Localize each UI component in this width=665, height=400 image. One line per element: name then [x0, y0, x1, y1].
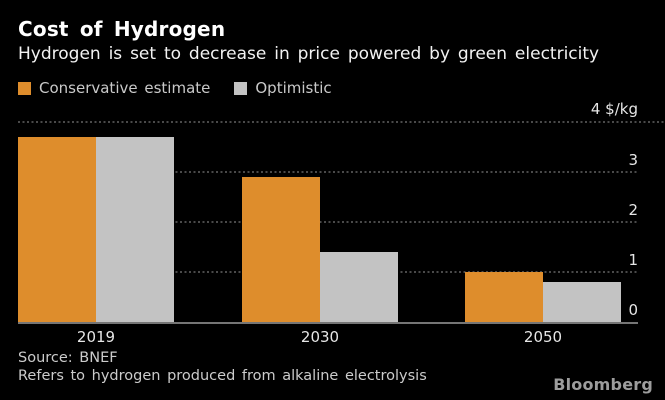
- y-tick-label-2: 2: [628, 201, 638, 219]
- bar-2050-conservative: [465, 272, 543, 322]
- source-block: Source: BNEF Refers to hydrogen produced…: [18, 350, 427, 385]
- y-tick-label-0: 0: [628, 301, 638, 319]
- note-line: Refers to hydrogen produced from alkalin…: [18, 367, 427, 384]
- legend-label-conservative: Conservative estimate: [39, 79, 211, 97]
- x-tick-label-2050: 2050: [523, 328, 563, 346]
- legend-swatch-conservative: [18, 81, 31, 95]
- bar-2050-optimistic: [543, 282, 621, 322]
- legend-label-optimistic: Optimistic: [255, 79, 332, 97]
- x-tick-label-2030: 2030: [300, 328, 340, 346]
- legend-swatch-optimistic: [234, 81, 248, 95]
- bar-2019-optimistic: [96, 137, 174, 322]
- bloomberg-logo: Bloomberg: [553, 375, 653, 394]
- x-tick-label-2019: 2019: [76, 328, 116, 346]
- gridline-4: [18, 121, 665, 123]
- bar-2019-conservative: [18, 137, 96, 322]
- y-tick-label-1: 1: [628, 251, 638, 269]
- source-line: Source: BNEF: [18, 350, 118, 366]
- gridline-2: [18, 221, 638, 223]
- plot-area: 3 2 1 0 2019 2030 2050: [18, 121, 665, 346]
- bar-2030-optimistic: [320, 252, 398, 322]
- chart-title: Cost of Hydrogen: [18, 17, 226, 41]
- x-axis-line: [18, 322, 638, 324]
- y-tick-label-3: 3: [628, 151, 638, 169]
- legend: Conservative estimate Optimistic: [18, 79, 332, 97]
- bar-2030-conservative: [242, 177, 320, 322]
- gridline-3: [18, 171, 638, 173]
- chart-subtitle: Hydrogen is set to decrease in price pow…: [18, 44, 600, 64]
- y-axis-unit-label: 4 $/kg: [590, 100, 638, 118]
